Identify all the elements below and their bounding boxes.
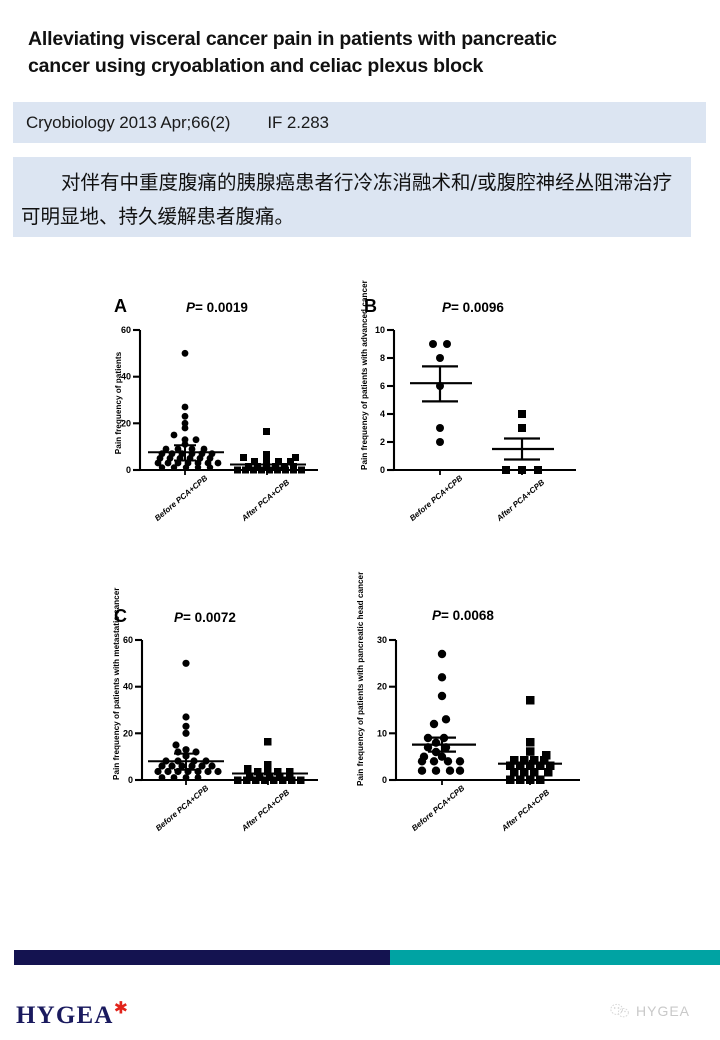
- figure-panels: A P= 0.0019 Pain frequency of patients 6…: [100, 280, 620, 888]
- chart-panel-a: A P= 0.0019 Pain frequency of patients 6…: [100, 288, 350, 578]
- svg-text:0: 0: [382, 775, 387, 785]
- panel-c-p-prefix: P: [174, 610, 184, 625]
- svg-text:0: 0: [126, 465, 131, 475]
- journal-citation-text: Cryobiology 2013 Apr;66(2) IF 2.283: [26, 112, 329, 132]
- brand-logo-text: HYGEA: [16, 1002, 114, 1029]
- svg-text:4: 4: [380, 409, 385, 419]
- summary-text: 对伴有中重度腹痛的胰腺癌患者行冷冻消融术和/或腹腔神经丛阻滞治疗可明显地、持久缓…: [21, 171, 673, 228]
- panel-b-p-prefix: P: [442, 300, 452, 315]
- footer-bar-teal: [390, 950, 720, 965]
- panel-letter-a: A: [114, 296, 127, 316]
- panel-d-p-number: = 0.0068: [441, 608, 494, 623]
- page-title-line-1: Alleviating visceral cancer pain in pati…: [28, 28, 557, 50]
- wechat-icon: [610, 1003, 629, 1018]
- chart-panel-c: C P= 0.0072 Pain frequency of patients w…: [100, 588, 350, 888]
- panel-a-p-prefix: P: [186, 300, 196, 315]
- wechat-watermark-text: HYGEA: [636, 1003, 691, 1019]
- svg-text:10: 10: [377, 728, 387, 738]
- footer-bar-navy: [14, 950, 390, 965]
- panel-d-p-prefix: P: [432, 608, 442, 623]
- svg-text:0: 0: [128, 775, 133, 785]
- svg-text:60: 60: [123, 635, 133, 645]
- svg-text:40: 40: [123, 682, 133, 692]
- svg-text:20: 20: [123, 728, 133, 738]
- svg-text:60: 60: [121, 325, 131, 335]
- page-title: Alleviating visceral cancer pain in pati…: [28, 26, 696, 80]
- svg-text:2: 2: [380, 437, 385, 447]
- svg-text:6: 6: [380, 381, 385, 391]
- svg-text:8: 8: [380, 353, 385, 363]
- wechat-watermark: HYGEA: [610, 1003, 690, 1019]
- summary-band: 对伴有中重度腹痛的胰腺癌患者行冷冻消融术和/或腹腔神经丛阻滞治疗可明显地、持久缓…: [13, 157, 691, 237]
- svg-text:30: 30: [377, 635, 387, 645]
- journal-citation-band: Cryobiology 2013 Apr;66(2) IF 2.283: [13, 102, 706, 143]
- panel-a-p-number: = 0.0019: [195, 300, 248, 315]
- svg-text:10: 10: [375, 325, 385, 335]
- panel-b-pvalue: P= 0.0096: [442, 300, 504, 315]
- brand-logo: HYGEA✱: [16, 998, 130, 1030]
- chart-panel-b: B P= 0.0096 Pain frequency of patients w…: [350, 280, 610, 578]
- chart-panel-d: P= 0.0068 Pain frequency of patients wit…: [350, 572, 610, 888]
- svg-text:20: 20: [377, 682, 387, 692]
- panel-letter-c: C: [114, 606, 127, 626]
- svg-text:40: 40: [121, 372, 131, 382]
- page-title-line-2: cancer using cryoablation and celiac ple…: [28, 55, 484, 77]
- panel-b-p-number: = 0.0096: [451, 300, 504, 315]
- panel-c-pvalue: P= 0.0072: [174, 610, 236, 625]
- panel-c-p-number: = 0.0072: [183, 610, 236, 625]
- svg-text:20: 20: [121, 418, 131, 428]
- panel-d-pvalue: P= 0.0068: [432, 608, 494, 623]
- panel-a-plot: 60 40 20 0: [121, 325, 318, 475]
- panel-b-plot: 10 8 6 4 2 0: [375, 325, 576, 475]
- panel-d-plot: 30 20 10 0: [377, 635, 580, 785]
- svg-text:0: 0: [380, 465, 385, 475]
- panel-a-pvalue: P= 0.0019: [186, 300, 248, 315]
- panel-letter-b: B: [364, 296, 377, 316]
- brand-logo-star-icon: ✱: [113, 998, 130, 1019]
- panel-c-plot: 60 40 20 0: [123, 635, 318, 785]
